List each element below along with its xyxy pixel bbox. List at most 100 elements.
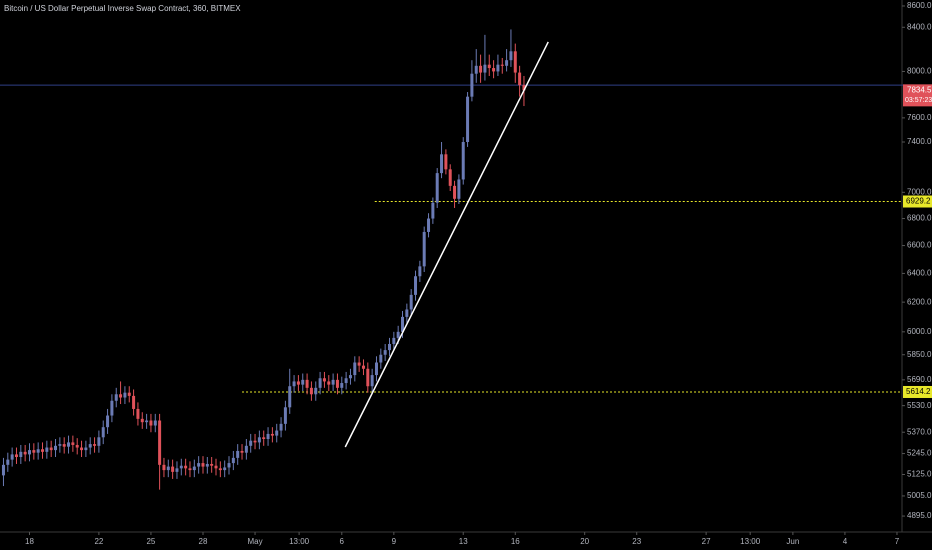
- candle-body: [93, 444, 97, 446]
- candle-body: [448, 169, 452, 186]
- y-tick-label: 5530.0: [907, 401, 932, 410]
- candle-body: [218, 468, 222, 471]
- candle-body: [470, 73, 474, 97]
- candle-body: [149, 420, 153, 426]
- candle-body: [505, 60, 509, 66]
- candle-body: [414, 276, 418, 295]
- x-tick-label: 22: [94, 537, 103, 546]
- y-tick-label: 5370.0: [907, 427, 932, 436]
- candle-body: [240, 450, 244, 453]
- candle-body: [479, 65, 483, 73]
- candle-body: [201, 463, 205, 467]
- candle-body: [10, 454, 14, 460]
- x-tick-label: 13:00: [289, 537, 310, 546]
- candle-body: [257, 437, 261, 443]
- y-tick-label: 5690.0: [907, 375, 932, 384]
- candle-body: [97, 437, 101, 446]
- candle-body: [379, 354, 383, 363]
- candle-body: [374, 362, 378, 376]
- candle-body: [444, 154, 448, 170]
- candle-body: [249, 440, 253, 446]
- y-tick-label: 8400.0: [907, 22, 932, 31]
- candle-body: [348, 375, 352, 379]
- candle-body: [288, 386, 292, 408]
- candle-body: [223, 467, 227, 471]
- candle-body: [500, 64, 504, 66]
- candle-body: [405, 309, 409, 317]
- candle-body: [101, 427, 105, 438]
- level-label-box: [903, 385, 932, 398]
- x-tick-label: 13: [459, 537, 468, 546]
- y-tick-label: 7400.0: [907, 137, 932, 146]
- candle-body: [41, 449, 45, 452]
- candle-body: [158, 420, 162, 465]
- candle-body: [509, 51, 513, 61]
- y-tick-label: 6000.0: [907, 327, 932, 336]
- candle-body: [401, 316, 405, 332]
- candle-body: [210, 463, 214, 466]
- candle-body: [453, 185, 457, 199]
- candle-body: [171, 466, 175, 472]
- y-tick-label: 7600.0: [907, 113, 932, 122]
- candle-body: [123, 392, 127, 398]
- candle-body: [214, 465, 218, 469]
- candle-body: [496, 64, 500, 72]
- candle-body: [318, 378, 322, 388]
- y-tick-label: 6600.0: [907, 241, 932, 250]
- candle-body: [327, 381, 331, 385]
- y-tick-label: 7000.0: [907, 187, 932, 196]
- x-tick-label: 20: [580, 537, 589, 546]
- y-tick-label: 5125.0: [907, 470, 932, 479]
- candle-body: [483, 64, 487, 73]
- candle-body: [84, 447, 88, 451]
- candle-body: [435, 173, 439, 203]
- candle-body: [49, 447, 53, 451]
- candle-body: [32, 450, 36, 453]
- y-tick-label: 6400.0: [907, 269, 932, 278]
- candle-body: [62, 444, 66, 447]
- candle-body: [58, 444, 62, 446]
- candle-body: [270, 433, 274, 436]
- y-tick-label: 5850.0: [907, 350, 932, 359]
- candle-body: [188, 468, 192, 471]
- x-tick-label: 25: [146, 537, 155, 546]
- level-label: 5614.2: [906, 387, 931, 396]
- candle-body: [114, 394, 118, 401]
- candle-body: [119, 394, 123, 398]
- last-price-label: 7834.5: [907, 85, 932, 94]
- candle-body: [361, 365, 365, 369]
- y-tick-label: 6200.0: [907, 297, 932, 306]
- candle-body: [179, 465, 183, 469]
- candle-body: [457, 179, 461, 199]
- candle-body: [331, 379, 335, 385]
- candle-body: [487, 64, 491, 69]
- x-tick-label: 13:00: [740, 537, 761, 546]
- candle-body: [314, 387, 318, 395]
- chart-title: Bitcoin / US Dollar Perpetual Inverse Sw…: [4, 4, 241, 13]
- candle-body: [244, 445, 248, 453]
- candle-body: [279, 423, 283, 431]
- candle-body: [231, 457, 235, 464]
- x-tick-label: Jun: [786, 537, 799, 546]
- candle-body: [253, 440, 257, 443]
- candle-body: [110, 400, 114, 416]
- candle-body: [522, 85, 526, 91]
- candle-body: [80, 447, 84, 451]
- y-tick-label: 8000.0: [907, 67, 932, 76]
- candle-body: [370, 375, 374, 387]
- candle-body: [23, 451, 27, 455]
- candle-body: [197, 463, 201, 467]
- x-tick-label: 9: [392, 537, 397, 546]
- candle-body: [166, 466, 170, 471]
- candle-body: [262, 437, 266, 440]
- candle-body: [67, 442, 71, 447]
- candle-body: [431, 202, 435, 219]
- candle-body: [292, 381, 296, 387]
- y-tick-label: 5005.0: [907, 491, 932, 500]
- candle-body: [19, 451, 23, 458]
- candle-body: [71, 442, 75, 445]
- candle-body: [305, 379, 309, 388]
- candle-body: [14, 454, 18, 458]
